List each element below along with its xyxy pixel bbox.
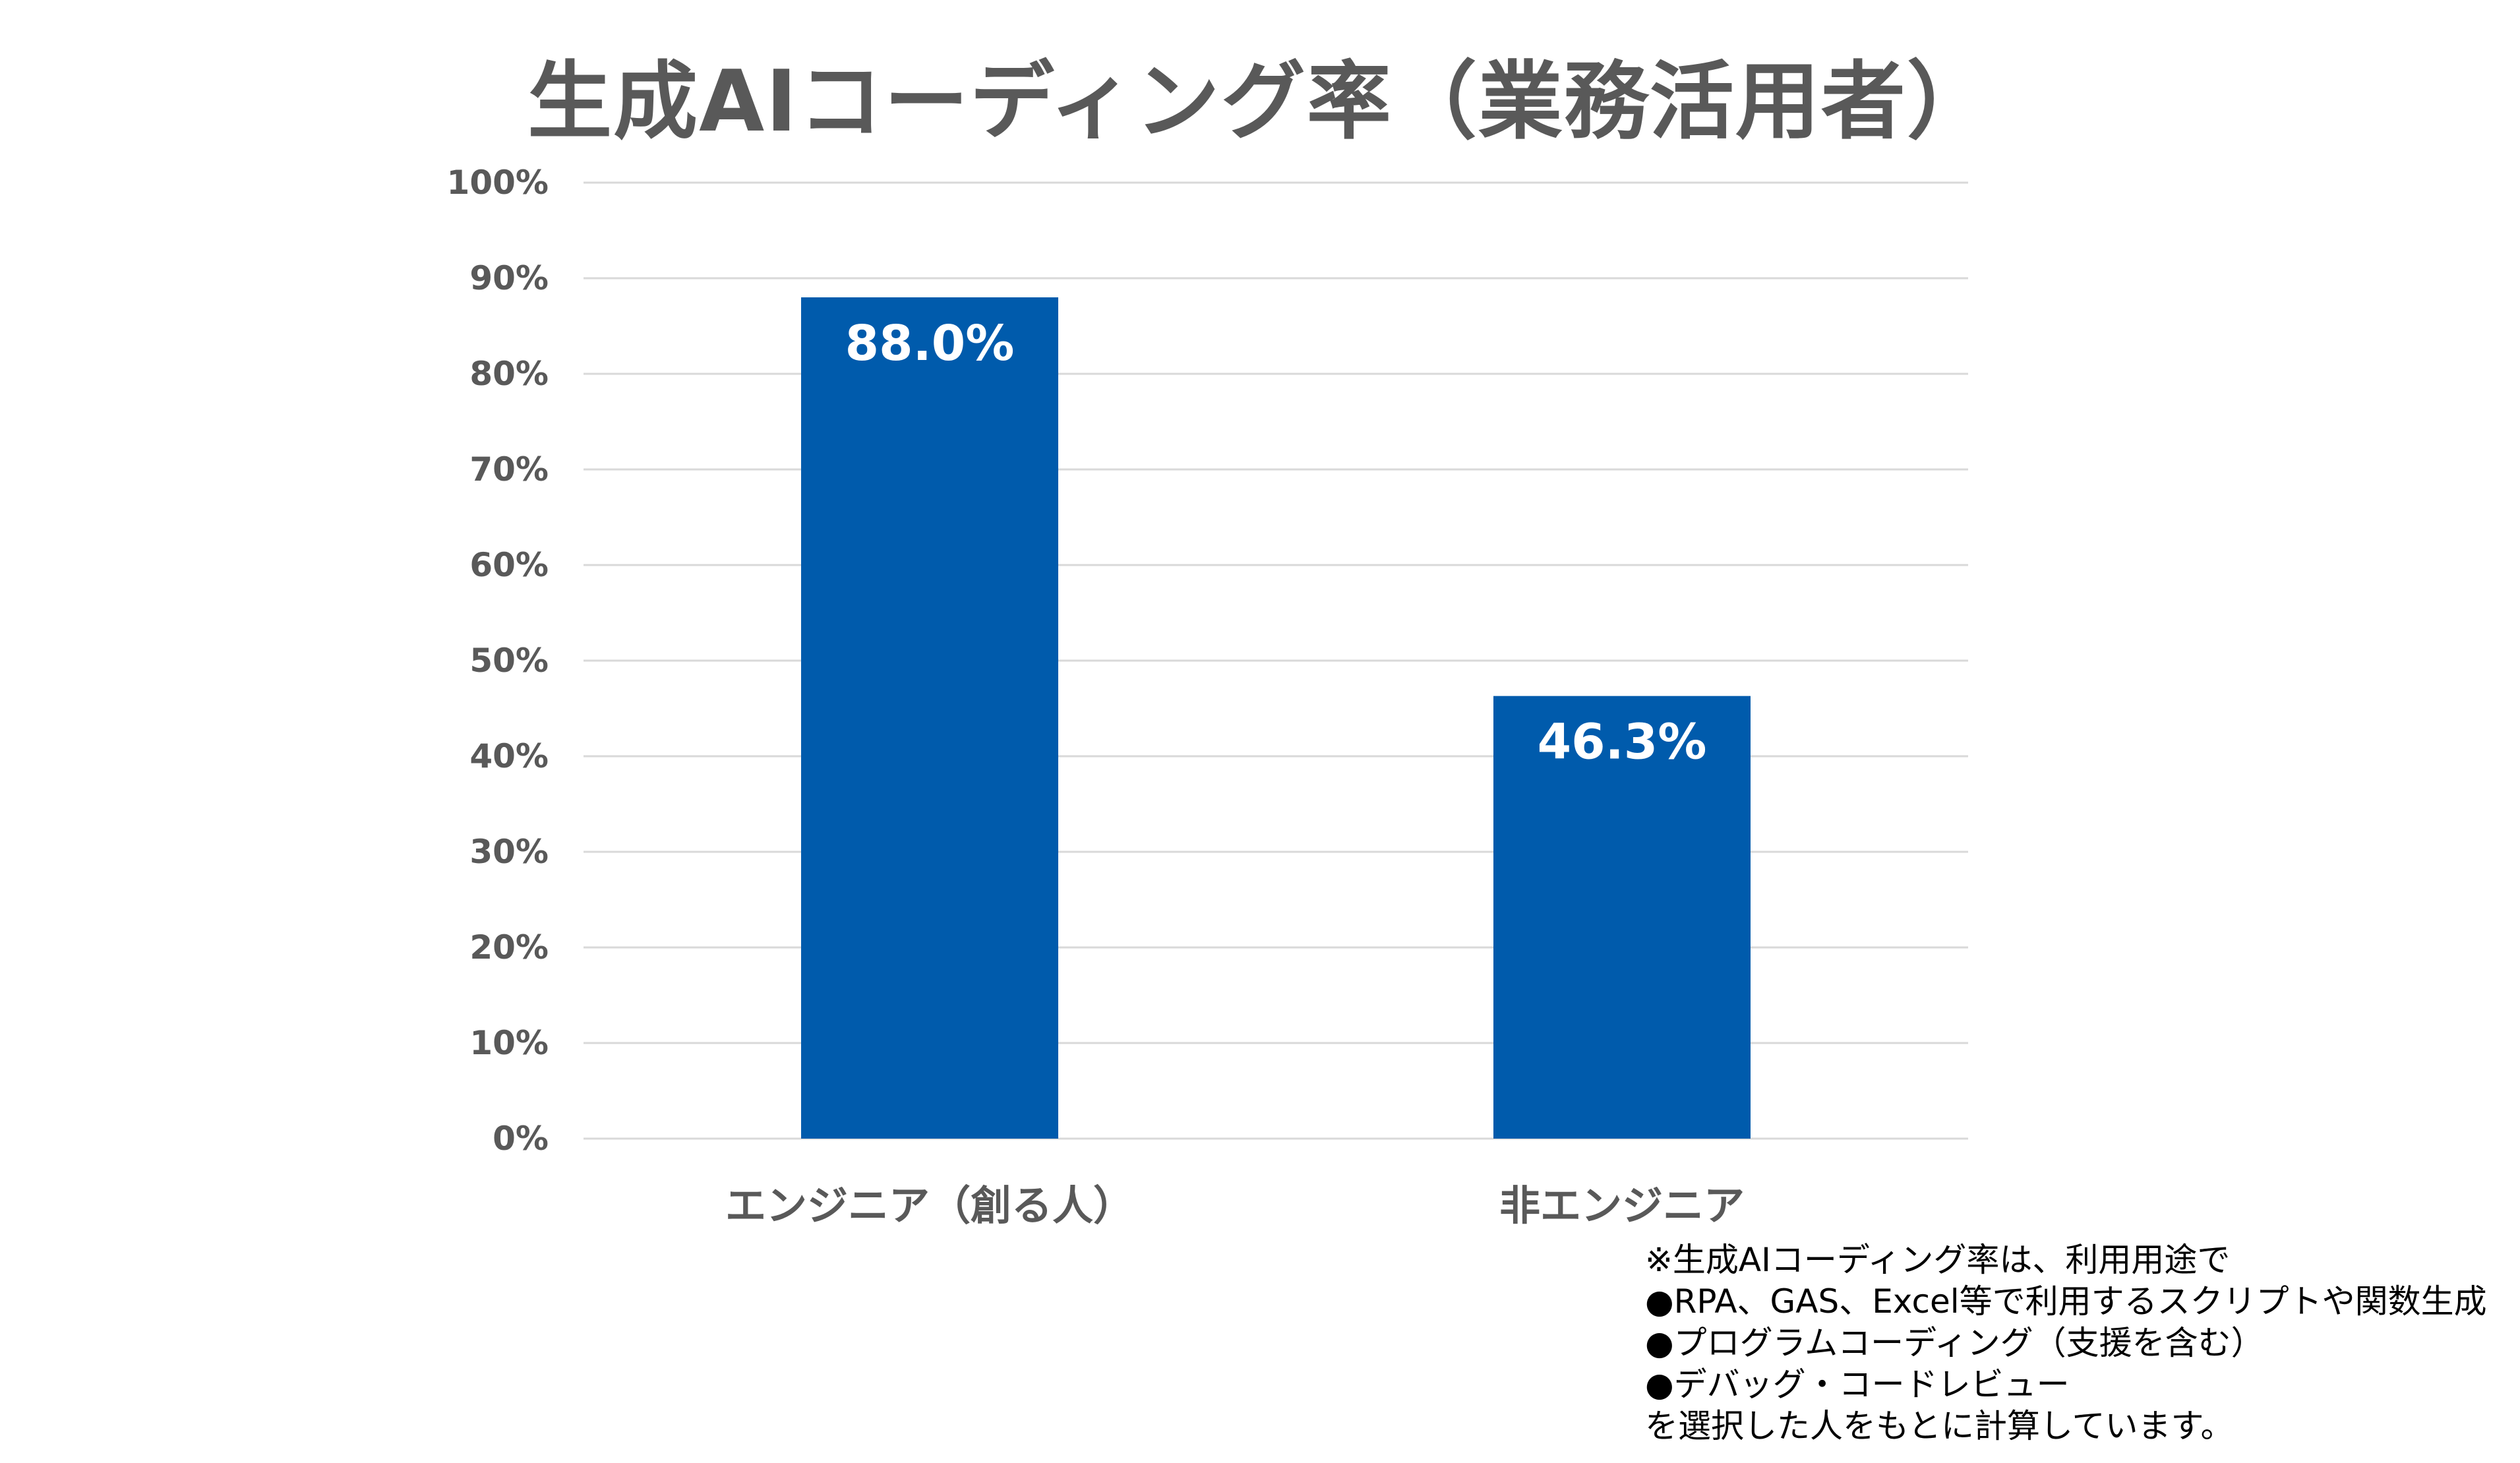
footnote-line: ●RPA、GAS、Excel等で利用するスクリプトや関数生成 xyxy=(1645,1282,2487,1321)
y-tick-label: 100% xyxy=(447,164,549,202)
data-label: 46.3% xyxy=(1538,714,1707,771)
y-tick-label: 90% xyxy=(469,259,549,297)
bar xyxy=(1493,696,1751,1139)
y-tick-label: 40% xyxy=(469,737,549,775)
footnote-line: ●プログラムコーディング（支援を含む） xyxy=(1645,1324,2264,1362)
footnote-line: ●デバッグ・コードレビュー xyxy=(1645,1365,2070,1404)
y-tick-label: 30% xyxy=(469,833,549,871)
y-tick-label: 60% xyxy=(469,546,549,584)
gridlines xyxy=(584,181,1968,1140)
x-tick-label: エンジニア（創る人） xyxy=(725,1181,1134,1230)
y-axis-ticks: 0% 10% 20% 30% 40% 50% 60% 70% 80% 90% 100% xyxy=(447,164,549,1158)
chart-title: 生成AIコーディング率（業務活用者） xyxy=(527,53,1993,151)
y-tick-label: 70% xyxy=(469,450,549,489)
data-labels: 88.0% 46.3% xyxy=(845,315,1707,771)
y-tick-label: 0% xyxy=(493,1120,549,1158)
footnote-line: を選択した人をもとに計算しています。 xyxy=(1645,1407,2234,1445)
y-tick-label: 10% xyxy=(469,1024,549,1062)
bar xyxy=(801,297,1058,1139)
y-tick-label: 50% xyxy=(469,642,549,680)
y-tick-label: 20% xyxy=(469,928,549,967)
y-tick-label: 80% xyxy=(469,355,549,393)
footnote-line: ※生成AIコーディング率は、利用用途で xyxy=(1645,1241,2231,1279)
x-tick-label: 非エンジニア xyxy=(1499,1181,1745,1230)
data-label: 88.0% xyxy=(845,315,1015,372)
footnote: ※生成AIコーディング率は、利用用途で ●RPA、GAS、Excel等で利用する… xyxy=(1645,1239,2515,1447)
x-axis-ticks: エンジニア（創る人） 非エンジニア xyxy=(725,1181,1745,1230)
bars xyxy=(801,297,1751,1139)
